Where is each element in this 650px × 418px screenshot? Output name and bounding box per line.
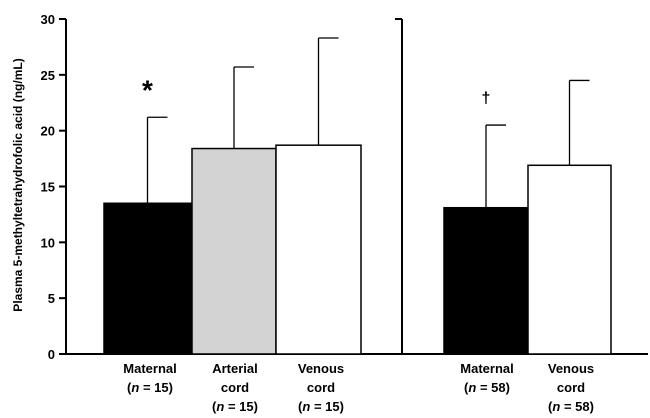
bar <box>191 147 277 355</box>
category-label: Maternal <box>460 361 513 376</box>
category-label: cord <box>221 380 249 395</box>
category-label: (n = 58) <box>464 380 510 395</box>
category-label: Arterial <box>212 361 258 376</box>
category-label: Venous <box>298 361 344 376</box>
y-tick-label: 15 <box>41 180 55 195</box>
category-label: (n = 58) <box>548 399 594 414</box>
significance-asterisk: * <box>142 74 153 105</box>
category-label: cord <box>307 380 335 395</box>
category-label: Venous <box>548 361 594 376</box>
category-label: (n = 15) <box>127 380 173 395</box>
bar <box>103 202 192 355</box>
category-label: (n = 15) <box>298 399 344 414</box>
bar <box>443 206 529 355</box>
category-labels: Maternal (n = 15) Arterial cord (n = 15) Veno… <box>123 361 594 414</box>
y-axis-title: Plasma 5-methyltetrahydrofolic acid (ng/… <box>11 58 25 311</box>
category-label: cord <box>557 380 585 395</box>
category-label: (n = 15) <box>212 399 258 414</box>
significance-dagger: † <box>482 90 491 107</box>
bar <box>527 164 612 355</box>
y-tick-label: 25 <box>41 68 55 83</box>
y-tick-label: 20 <box>41 124 55 139</box>
y-tick-label: 0 <box>48 347 55 362</box>
bar <box>275 144 362 355</box>
bars: * † <box>103 37 612 355</box>
category-label: Maternal <box>123 361 176 376</box>
y-tick-label: 5 <box>48 291 55 306</box>
y-tick-label: 10 <box>41 235 55 250</box>
y-tick-label: 30 <box>41 12 55 27</box>
